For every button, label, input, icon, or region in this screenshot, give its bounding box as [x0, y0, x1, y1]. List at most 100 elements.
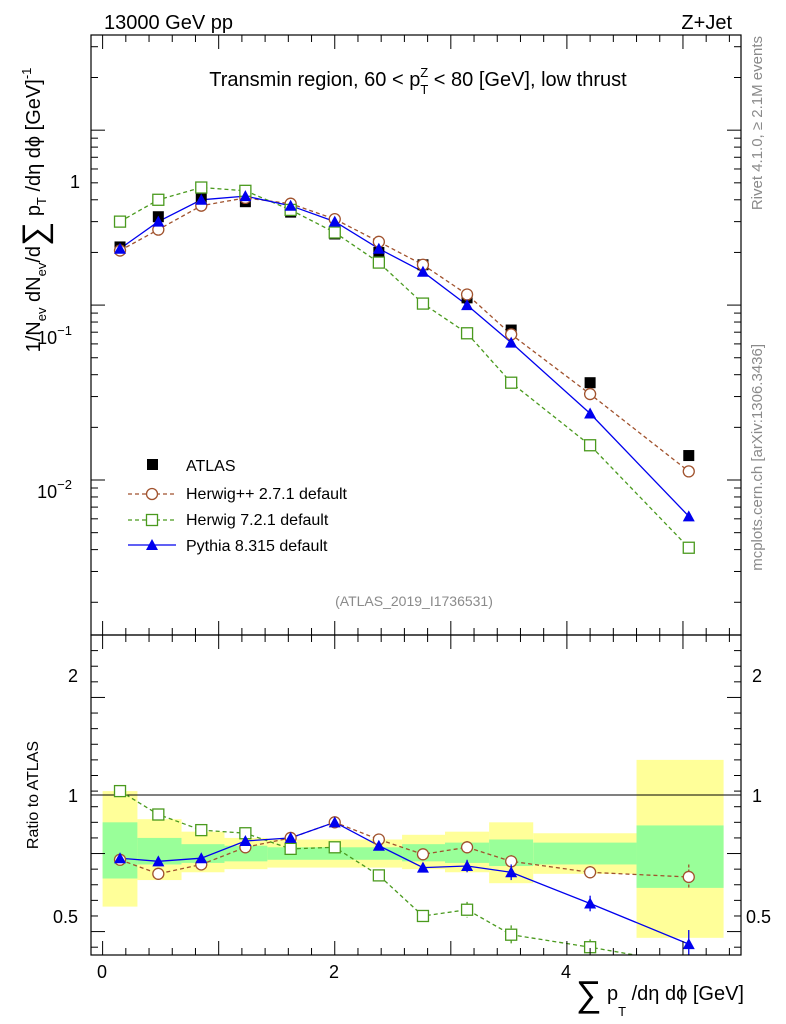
data-point-pythia-8-315-default	[195, 193, 208, 205]
ratio-point-pythia-8-315-default	[372, 839, 385, 851]
ratio-point-pythia-8-315-default	[114, 852, 127, 864]
ratio-y-axis-title: Ratio to ATLAS	[25, 741, 42, 849]
ratio-point-pythia-8-315-default	[682, 938, 695, 950]
data-point-pythia-8-315-default	[152, 215, 165, 227]
x-title-p: p	[601, 983, 618, 1005]
series-line-herwig-2-7-1-default	[119, 197, 690, 472]
ratio-point-herwig-7-2-1-default	[328, 841, 341, 854]
upper-series-lines	[119, 186, 690, 549]
plot-title: Transmin region, 60 < pTZ < 80 [GeV], lo…	[209, 65, 627, 97]
y-title-sup: -1	[19, 68, 34, 80]
data-point-atlas	[584, 377, 596, 389]
main-plot: Transmin region, 60 < pTZ < 80 [GeV], lo…	[16, 34, 742, 636]
ratio-y-label-right-1: 1	[752, 786, 762, 806]
y-tick-label-0p01: 10−2	[37, 477, 72, 502]
ratio-point-pythia-8-315-default	[195, 852, 208, 864]
y-title-sum: ∑	[16, 222, 54, 246]
ratio-point-herwig-7-2-1-default	[113, 784, 127, 798]
series-line-pythia-8-315-default	[119, 195, 690, 517]
data-point-herwig-7-2-1-default	[152, 193, 165, 206]
ratio-y-label-right-0p5: 0.5	[746, 907, 771, 927]
uncertainty-band-green	[533, 842, 637, 865]
upper-axis-ticks	[91, 35, 741, 635]
y-title-part-4: p	[23, 205, 45, 222]
data-point-pythia-8-315-default	[461, 299, 474, 311]
ratio-y-label-right-2: 2	[752, 666, 762, 686]
ratio-point-herwig-7-2-1-default	[152, 808, 165, 821]
ratio-point-herwig-2-7-1-default	[682, 870, 695, 884]
data-point-pythia-8-315-default	[416, 265, 429, 277]
plot-title-rest: < 80 [GeV], low thrust	[428, 69, 627, 91]
data-point-herwig-2-7-1-default	[682, 465, 695, 478]
ratio-point-herwig-2-7-1-default	[583, 866, 597, 879]
legend-label-atlas: ATLAS	[186, 458, 236, 475]
ratio-y-label-left-2: 2	[68, 666, 78, 686]
x-tick-label-2: 2	[329, 962, 339, 982]
ratio-uncertainty-bands	[102, 759, 724, 938]
data-point-herwig-7-2-1-default	[682, 541, 695, 554]
ratio-point-herwig-7-2-1-default	[372, 869, 386, 882]
ratio-point-pythia-8-315-default	[416, 861, 429, 873]
ratio-point-herwig-7-2-1-default	[505, 928, 518, 941]
ratio-point-herwig-7-2-1-default	[284, 842, 297, 856]
x-tick-label-4: 4	[561, 962, 571, 982]
ratio-point-herwig-2-7-1-default	[460, 841, 474, 854]
upper-markers	[113, 181, 695, 554]
ratio-line-herwig-7-2-1-default	[119, 790, 639, 955]
data-point-herwig-7-2-1-default	[372, 256, 386, 269]
legend-marker-herwig7	[145, 513, 159, 527]
y-title-part-1: 1/N	[23, 321, 45, 352]
ratio-point-herwig-7-2-1-default	[460, 903, 474, 916]
data-point-pythia-8-315-default	[505, 336, 518, 348]
legend-label-herwig7: Herwig 7.2.1 default	[186, 512, 329, 529]
data-point-pythia-8-315-default	[284, 199, 297, 211]
uncertainty-band-green	[636, 825, 724, 888]
legend-label-pythia: Pythia 8.315 default	[186, 538, 328, 555]
data-point-herwig-2-7-1-default	[460, 288, 474, 301]
ratio-line-pythia-8-315-default	[119, 821, 690, 945]
data-point-pythia-8-315-default	[239, 190, 252, 202]
y-tick-label-1: 1	[70, 172, 80, 192]
ratio-line-herwig-2-7-1-default	[119, 821, 689, 878]
data-point-pythia-8-315-default	[114, 242, 127, 254]
y-axis-title: 1/Nev dNev/d∑ pT /dη dϕ [GeV]-1	[16, 68, 54, 353]
ratio-point-herwig-7-2-1-default	[195, 823, 208, 837]
y-title-part-2: dN	[23, 276, 45, 307]
ratio-point-pythia-8-315-default	[584, 897, 597, 909]
ratio-point-pythia-8-315-default	[284, 831, 297, 843]
x-title-sub: T	[618, 1004, 626, 1019]
ratio-point-pythia-8-315-default	[328, 816, 341, 828]
process-label: Z+Jet	[681, 12, 732, 34]
uncertainty-band-green	[267, 847, 403, 860]
uncertainty-band-green	[102, 822, 138, 879]
y-title-sub-3: T	[34, 197, 49, 205]
data-point-pythia-8-315-default	[328, 215, 341, 227]
ratio-series-lines	[119, 790, 690, 955]
legend: ATLAS Herwig++ 2.7.1 default Herwig 7.2.…	[128, 458, 348, 555]
ratio-point-herwig-7-2-1-default	[416, 909, 430, 923]
data-point-herwig-7-2-1-default	[113, 215, 127, 228]
ratio-point-pythia-8-315-default	[152, 855, 165, 867]
ratio-y-label-left-1: 1	[68, 786, 78, 806]
y-title-sub-1: ev	[34, 307, 49, 321]
x-tick-label-0: 0	[97, 962, 107, 982]
mcplots-label: mcplots.cern.ch [arXiv:1306.3436]	[749, 344, 766, 571]
data-point-pythia-8-315-default	[682, 510, 695, 522]
ratio-point-herwig-2-7-1-default	[152, 867, 165, 880]
data-point-pythia-8-315-default	[372, 242, 385, 254]
y-title-part-5: /dη dϕ [GeV]	[23, 79, 45, 197]
ratio-point-herwig-7-2-1-default	[683, 959, 694, 970]
plot-title-main: Transmin region, 60 < p	[209, 69, 420, 91]
legend-marker-atlas	[147, 459, 158, 470]
y-title-sub-2: ev	[34, 262, 49, 276]
rivet-label: Rivet 4.1.0, ≥ 2.1M events	[749, 36, 766, 210]
data-point-herwig-7-2-1-default	[416, 297, 430, 310]
x-axis-title: ∑ pT /dη dϕ [GeV]	[576, 973, 744, 1019]
data-point-herwig-7-2-1-default	[505, 376, 518, 389]
ratio-point-pythia-8-315-default	[461, 860, 474, 872]
legend-marker-herwigpp	[145, 487, 159, 501]
ratio-markers	[113, 784, 695, 970]
y-tick-label-0p1-exp: −1	[57, 323, 72, 338]
data-point-pythia-8-315-default	[584, 407, 597, 419]
ratio-point-herwig-2-7-1-default	[416, 848, 430, 861]
